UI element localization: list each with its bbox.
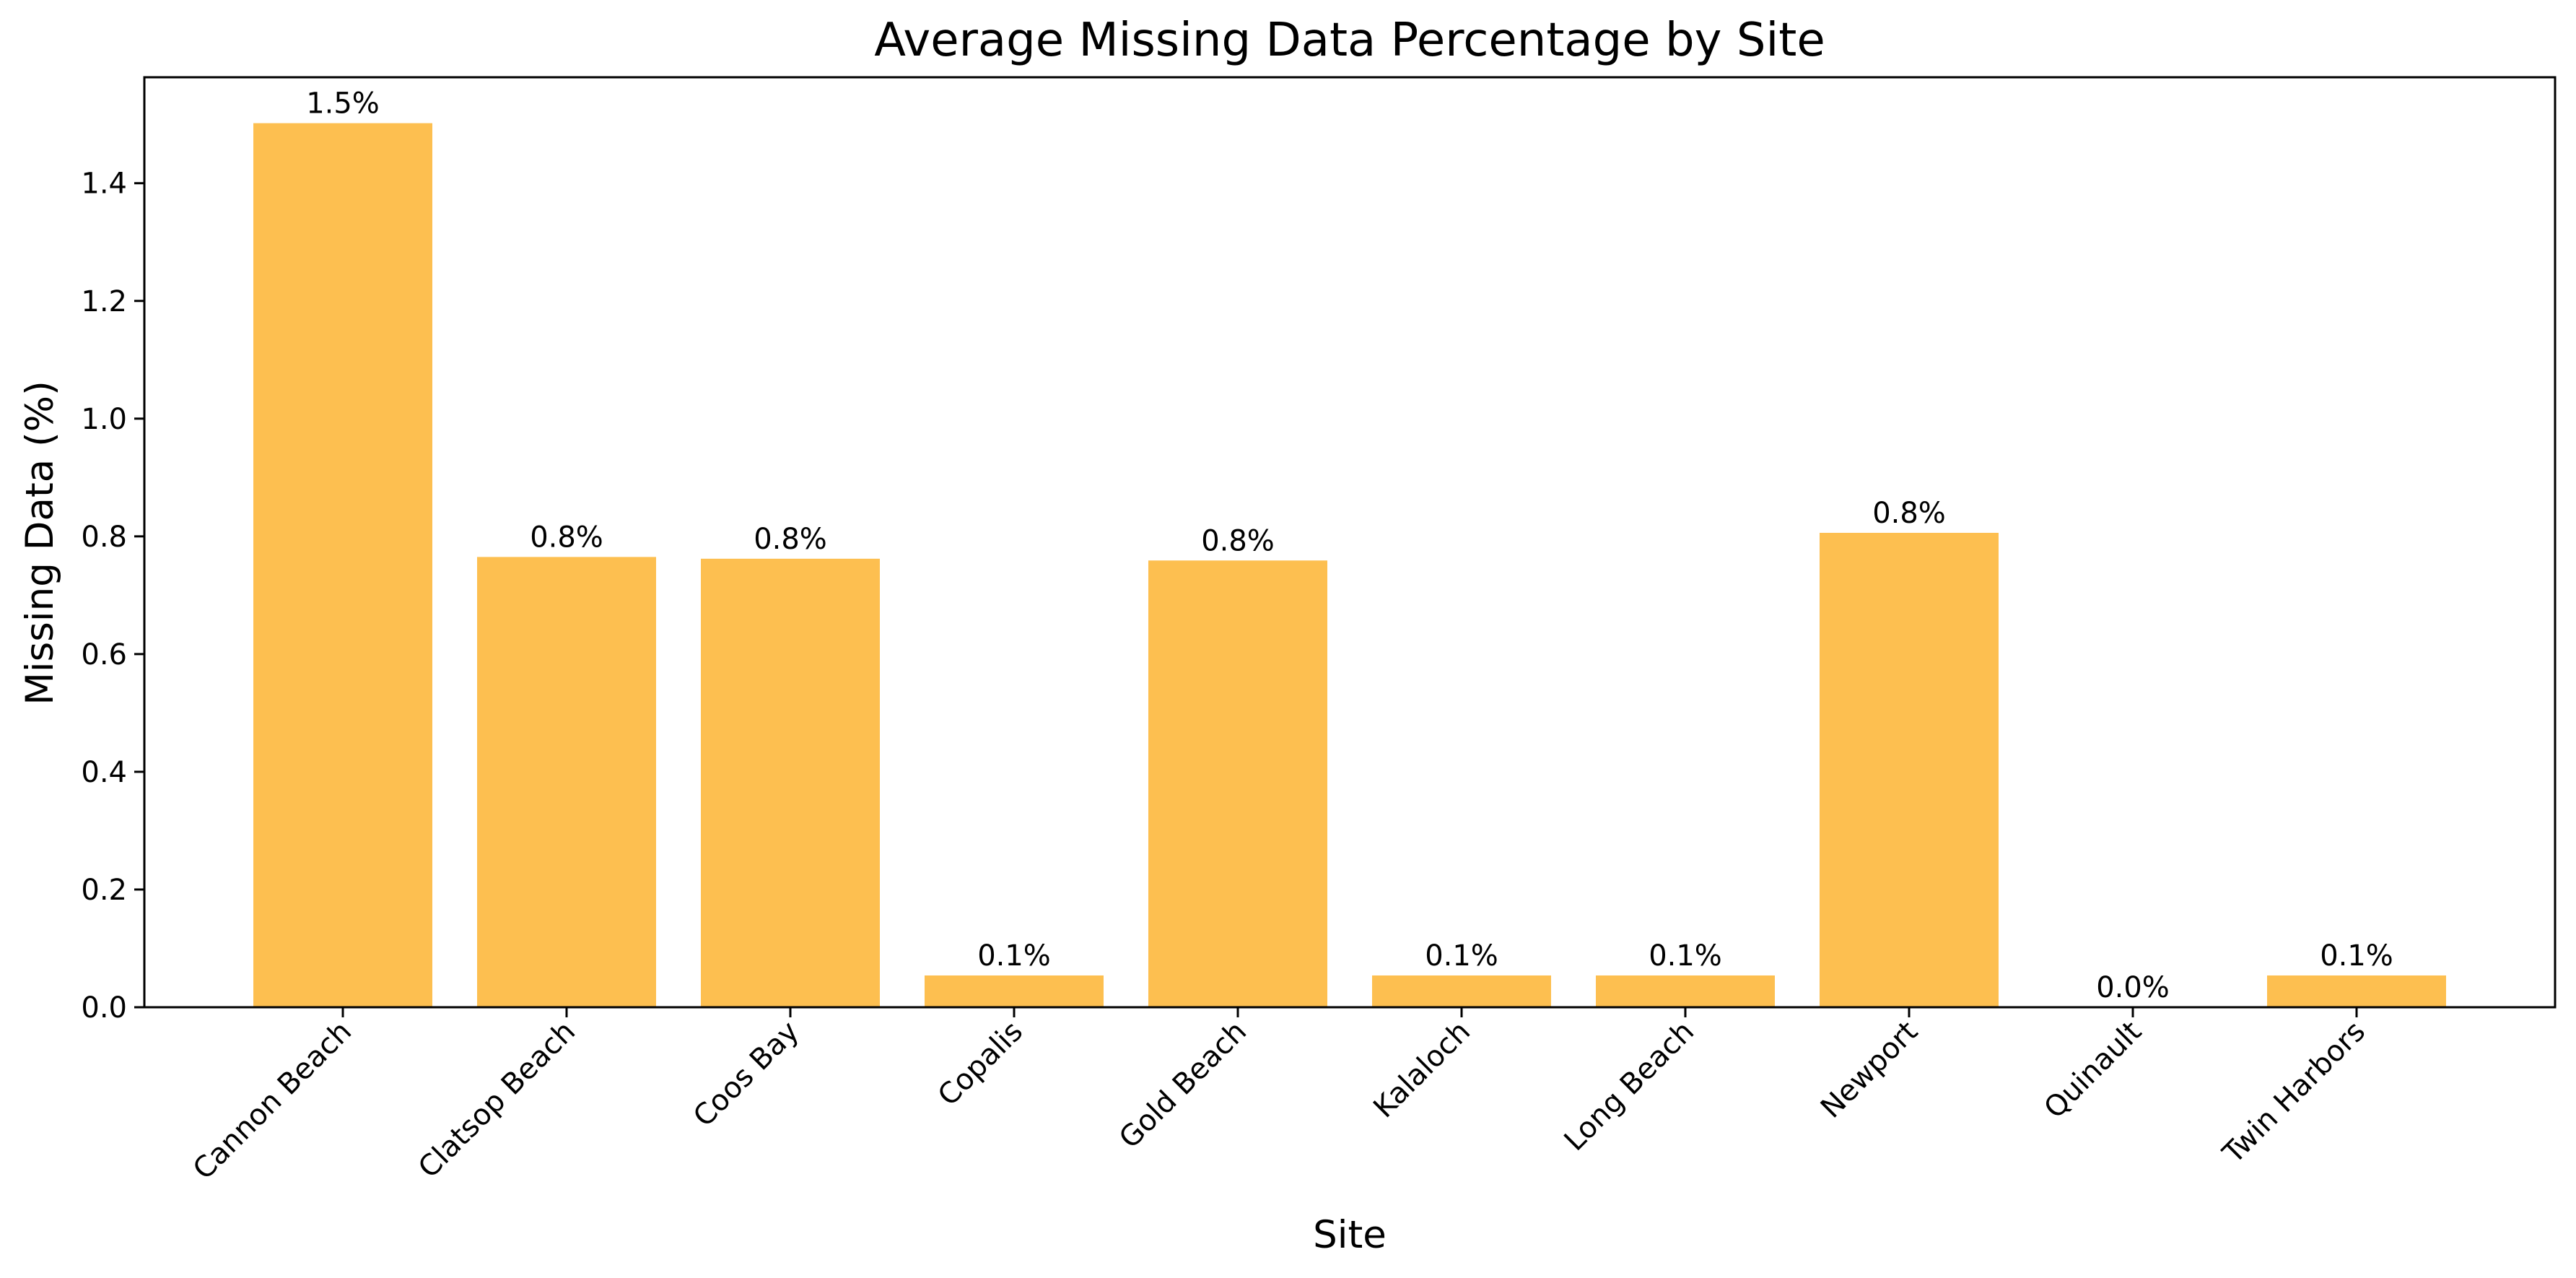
x-tick-label: Newport [1815,1015,1924,1125]
x-axis: Cannon Beach Clatsop Beach Coos Bay Copalis… [187,1007,2372,1186]
bar-data-label: 1.5% [306,87,380,121]
x-tick-label: Twin Harbors [2216,1015,2372,1171]
bar [1596,975,1775,1007]
bar-data-label: 0.0% [2096,971,2170,1004]
bar-data-label: 0.8% [530,521,603,554]
y-axis: 0.0 0.2 0.4 0.6 0.8 1.0 1.2 1.4 [81,168,144,1025]
x-axis-label: Site [1313,1213,1387,1257]
y-tick-label: 0.0 [81,991,127,1025]
bar-data-label: 0.8% [1201,524,1275,557]
bars-group [253,123,2446,1007]
x-tick-label: Clatsop Beach [412,1015,582,1185]
bar-data-label: 0.1% [1649,939,1722,973]
x-tick-label: Coos Bay [687,1015,805,1134]
chart-title: Average Missing Data Percentage by Site [874,14,1825,67]
bar [925,975,1104,1007]
y-tick-label: 1.0 [81,403,127,436]
bar-data-label: 0.1% [2320,939,2393,973]
y-tick-label: 0.2 [81,874,127,907]
bar-data-label: 0.1% [977,939,1051,973]
bar [701,558,880,1007]
bar [253,123,432,1007]
x-tick-label: Kalaloch [1367,1015,1477,1125]
bar [2267,975,2446,1007]
y-tick-label: 0.8 [81,521,127,554]
data-labels-group: 1.5% 0.8% 0.8% 0.1% 0.8% 0.1% 0.1% 0.8% 0.0% 0.1% [306,87,2393,1004]
x-tick-label: Copalis [932,1015,1029,1113]
x-tick-label: Quinault [2038,1015,2148,1126]
x-tick-label: Gold Beach [1113,1015,1253,1155]
bar [1372,975,1551,1007]
bar-data-label: 0.8% [754,523,827,556]
y-tick-label: 0.6 [81,638,127,671]
x-tick-label: Long Beach [1558,1015,1700,1158]
bar [1148,560,1327,1007]
x-tick-label: Cannon Beach [187,1015,358,1186]
bar [477,557,656,1007]
plot-frame [143,76,2557,1009]
bar-data-label: 0.1% [1425,939,1498,973]
y-tick-label: 1.4 [81,168,127,201]
y-tick-label: 1.2 [81,285,127,318]
bar [1820,532,1999,1007]
bar-data-label: 0.8% [1872,497,1946,530]
y-axis-label: Missing Data (%) [18,381,62,705]
y-tick-label: 0.4 [81,756,127,789]
